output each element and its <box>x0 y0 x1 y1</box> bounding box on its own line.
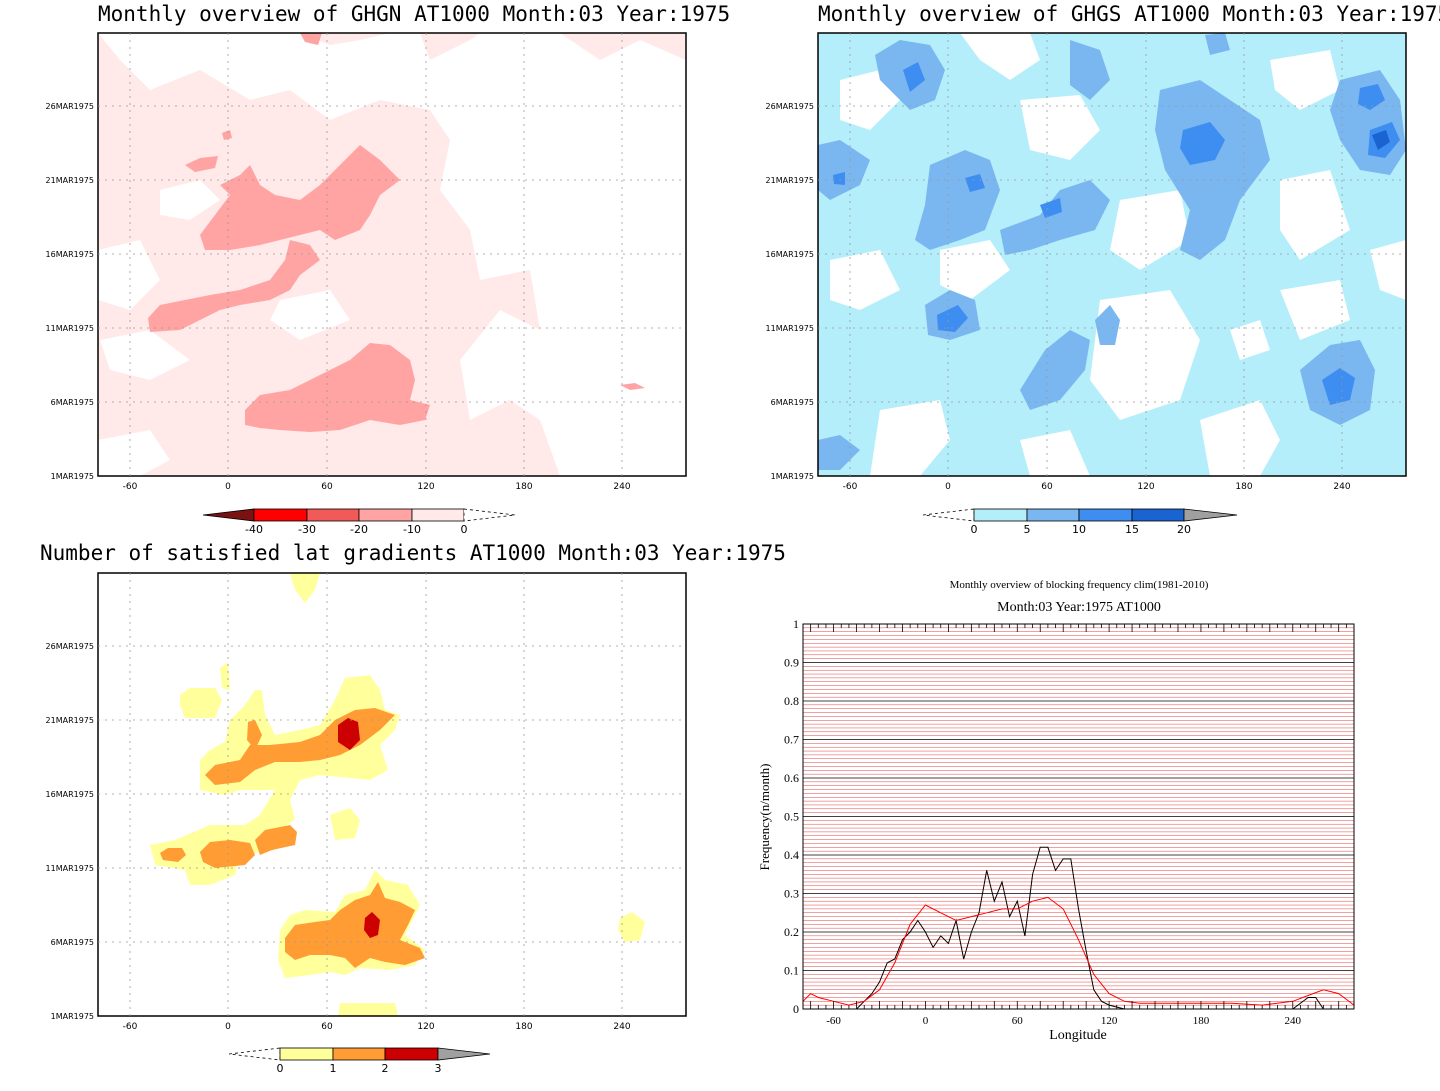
x-tick-label: 180 <box>1193 1015 1210 1027</box>
cb-label: 1 <box>330 1062 337 1075</box>
cb-label: 3 <box>435 1062 442 1075</box>
x-tick: 120 <box>417 1022 434 1032</box>
y-tick: 1MAR1975 <box>51 1012 94 1021</box>
x-tick: 180 <box>515 1022 532 1032</box>
cb-label: 0 <box>461 523 468 536</box>
y-tick: 26MAR1975 <box>46 642 94 651</box>
y-tick: 11MAR1975 <box>766 324 814 333</box>
x-tick: 60 <box>1041 482 1053 492</box>
x-tick: 240 <box>1333 482 1350 492</box>
x-tick: 240 <box>613 482 630 492</box>
x-tick-label: 120 <box>1101 1015 1118 1027</box>
cb-label: 0 <box>971 523 978 536</box>
x-tick: -60 <box>123 482 138 492</box>
x-tick: 120 <box>417 482 434 492</box>
cb-label: -40 <box>245 523 263 536</box>
x-tick: 0 <box>225 482 231 492</box>
x-tick-label: 0 <box>923 1015 929 1027</box>
y-tick: 16MAR1975 <box>46 790 94 799</box>
y-tick-label: 0.6 <box>784 771 799 785</box>
x-tick: -60 <box>123 1022 138 1032</box>
x-tick-label: -60 <box>826 1015 841 1027</box>
y-tick-label: 0 <box>793 1002 799 1016</box>
ghgs-white-patches <box>830 33 1406 476</box>
y-tick: 26MAR1975 <box>46 102 94 111</box>
y-tick: 1MAR1975 <box>771 472 814 481</box>
x-tick: 0 <box>945 482 951 492</box>
y-tick-label: 0.3 <box>784 887 799 901</box>
x-tick: 180 <box>1235 482 1252 492</box>
y-tick: 21MAR1975 <box>766 176 814 185</box>
y-tick-label: 0.8 <box>784 694 799 708</box>
y-tick-label: 0.2 <box>784 925 799 939</box>
x-tick: 0 <box>225 1022 231 1032</box>
latgrad-x-ticks: -60 0 60 120 180 240 <box>123 1022 631 1032</box>
y-tick: 1MAR1975 <box>51 472 94 481</box>
blocking-ylabel: Frequency(n/month) <box>757 764 772 871</box>
cb-label: 10 <box>1072 523 1086 536</box>
cb-label: 0 <box>277 1062 284 1075</box>
x-tick: -60 <box>843 482 858 492</box>
cb-label: 2 <box>382 1062 389 1075</box>
ghgn-plot: -60 0 60 120 180 240 1MAR1975 6MAR1975 1… <box>46 32 687 536</box>
y-tick-label: 1 <box>793 617 799 631</box>
cb-label: -20 <box>350 523 368 536</box>
ghgn-title: Monthly overview of GHGN AT1000 Month:03… <box>98 2 731 26</box>
latgrad-y-ticks: 1MAR1975 6MAR1975 11MAR1975 16MAR1975 21… <box>46 642 94 1021</box>
y-tick: 6MAR1975 <box>51 398 94 407</box>
series-line-2 <box>802 896 1355 1006</box>
ghgn-x-ticks: -60 0 60 120 180 240 <box>123 482 631 492</box>
y-tick-label: 0.1 <box>784 964 799 978</box>
blocking-chart: Monthly overview of blocking frequency c… <box>757 579 1355 1043</box>
y-tick: 11MAR1975 <box>46 324 94 333</box>
ghgs-plot: -60 0 60 120 180 240 1MAR1975 6MAR1975 1… <box>766 32 1407 536</box>
cb-label: -30 <box>298 523 316 536</box>
y-tick: 6MAR1975 <box>51 938 94 947</box>
ghgs-title: Monthly overview of GHGS AT1000 Month:03… <box>818 2 1440 26</box>
cb-label: -10 <box>403 523 421 536</box>
y-tick: 16MAR1975 <box>766 250 814 259</box>
x-tick: 60 <box>321 1022 333 1032</box>
y-tick: 11MAR1975 <box>46 864 94 873</box>
ghgs-y-ticks: 1MAR1975 6MAR1975 11MAR1975 16MAR1975 21… <box>766 102 814 481</box>
cb-label: 20 <box>1177 523 1191 536</box>
blocking-subtitle: Month:03 Year:1975 AT1000 <box>997 600 1161 615</box>
y-tick-label: 0.7 <box>784 733 799 747</box>
ghgn-white-patches <box>98 33 686 476</box>
y-tick: 16MAR1975 <box>46 250 94 259</box>
ghgs-colorbar: 0 5 10 15 20 <box>922 508 1238 536</box>
y-tick: 26MAR1975 <box>766 102 814 111</box>
x-tick: 180 <box>515 482 532 492</box>
latgrad-title: Number of satisfied lat gradients AT1000… <box>40 541 786 565</box>
ghgn-colorbar: -40 -30 -20 -10 0 <box>202 508 516 536</box>
blocking-xlabel: Longitude <box>1049 1028 1107 1043</box>
x-tick: 120 <box>1137 482 1154 492</box>
latgrad-plot: -60 0 60 120 180 240 1MAR1975 6MAR1975 1… <box>46 572 687 1075</box>
y-tick-label: 0.5 <box>784 810 799 824</box>
x-tick: 60 <box>321 482 333 492</box>
cb-label: 5 <box>1024 523 1031 536</box>
ghgs-x-ticks: -60 0 60 120 180 240 <box>843 482 1351 492</box>
y-tick-label: 0.4 <box>784 848 799 862</box>
x-tick-label: 60 <box>1012 1015 1024 1027</box>
y-tick-label: 0.9 <box>784 656 799 670</box>
ghgn-y-ticks: 1MAR1975 6MAR1975 11MAR1975 16MAR1975 21… <box>46 102 94 481</box>
blocking-title: Monthly overview of blocking frequency c… <box>950 579 1209 591</box>
ghgn-contour-blobs <box>148 33 645 432</box>
y-tick: 21MAR1975 <box>46 716 94 725</box>
x-tick-label: 240 <box>1285 1015 1302 1027</box>
series-line-1 <box>803 846 1354 1010</box>
latgrad-colorbar: 0 1 2 3 <box>228 1047 491 1075</box>
x-tick: 240 <box>613 1022 630 1032</box>
cb-label: 15 <box>1125 523 1139 536</box>
y-tick: 6MAR1975 <box>771 398 814 407</box>
y-tick: 21MAR1975 <box>46 176 94 185</box>
